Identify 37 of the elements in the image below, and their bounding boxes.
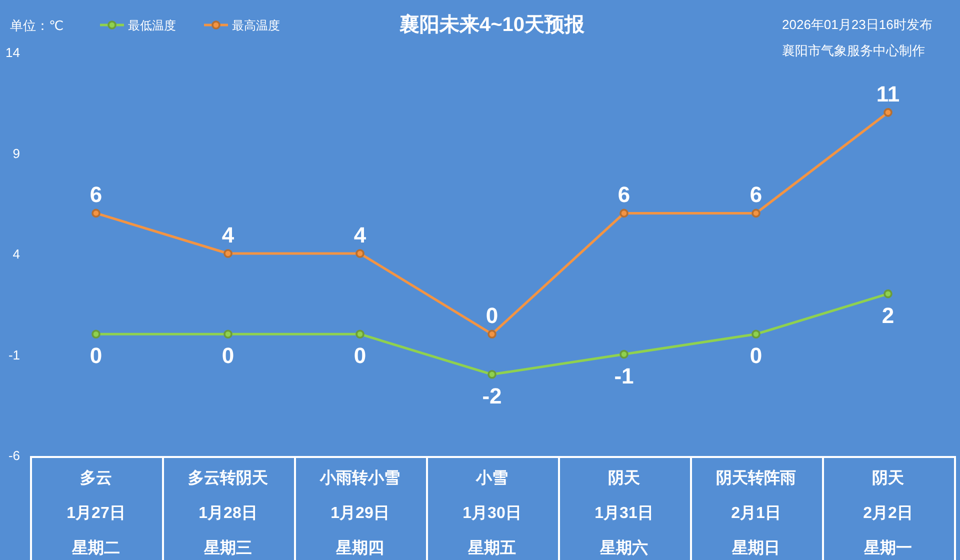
annotation: 阴天 (608, 470, 640, 487)
point (224, 330, 232, 338)
annotation: 星期四 (336, 540, 384, 557)
annotation: 星期一 (864, 540, 912, 557)
ytick: -6 (8, 448, 20, 463)
annotation: 多云 (80, 470, 112, 487)
point (356, 249, 364, 258)
point (92, 330, 100, 338)
point (92, 208, 100, 218)
ytick: -1 (8, 347, 20, 362)
point (356, 330, 364, 338)
annotation: 星期三 (204, 540, 252, 557)
annotation: 2026年01月23日16时发布 (782, 17, 932, 32)
annotation: 星期日 (732, 540, 780, 557)
ytick: 9 (12, 146, 20, 161)
annotation: 小雨转小雪 (320, 470, 400, 487)
point (488, 330, 496, 338)
annotation: 多云转阴天 (188, 470, 268, 487)
annotation: 星期二 (72, 540, 120, 557)
point (488, 370, 496, 379)
title: 襄阳未来4~10天预报 (399, 14, 585, 36)
point (224, 249, 232, 258)
annotation: 小雪 (476, 470, 508, 487)
point (752, 330, 760, 338)
ylabel: 单位：℃ (10, 18, 64, 33)
annotation: 阴天转阵雨 (716, 470, 796, 487)
annotation: 襄阳市气象服务中心制作 (782, 43, 925, 58)
point (620, 350, 628, 359)
annotation: 星期五 (468, 540, 516, 557)
point (884, 289, 892, 298)
annotation: 阴天 (872, 470, 904, 487)
ytick: 4 (12, 246, 20, 262)
annotation: 星期六 (600, 540, 648, 557)
ytick: 14 (6, 45, 20, 60)
point (620, 208, 628, 218)
point (752, 208, 760, 218)
point (884, 108, 892, 117)
